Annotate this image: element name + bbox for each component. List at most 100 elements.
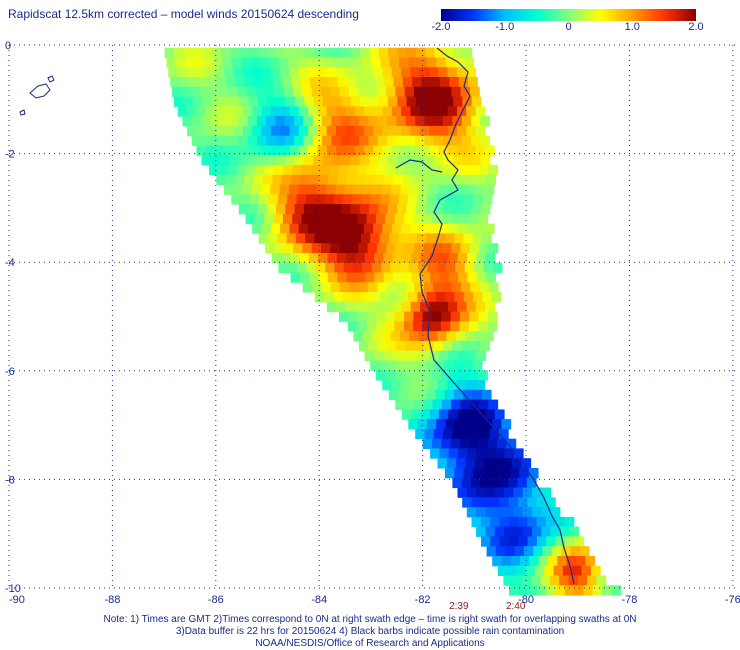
wind-cell <box>443 116 453 127</box>
wind-cell <box>494 409 505 420</box>
wind-cell <box>218 165 229 176</box>
wind-cell <box>268 194 279 205</box>
wind-cell <box>328 174 338 186</box>
wind-cell <box>207 77 218 88</box>
wind-cell <box>438 301 449 313</box>
wind-cell <box>392 253 403 264</box>
wind-cell <box>314 233 325 244</box>
wind-cell <box>509 536 519 547</box>
wind-cell <box>231 57 242 68</box>
wind-cell <box>422 321 433 332</box>
wind-cell <box>299 272 310 283</box>
wind-cell <box>527 536 538 547</box>
wind-cell <box>224 106 235 117</box>
wind-cell <box>420 350 431 361</box>
wind-cell <box>347 321 358 332</box>
wind-cell <box>401 223 411 234</box>
wind-cell <box>476 487 486 498</box>
wind-cell <box>413 165 424 176</box>
wind-cell <box>476 507 486 518</box>
wind-cell <box>257 155 268 166</box>
x-tick-label: -90 <box>9 594 25 606</box>
wind-cell <box>432 399 443 410</box>
wind-cell <box>484 223 495 234</box>
wind-cell <box>446 262 456 273</box>
wind-cell <box>315 57 326 68</box>
wind-cell <box>205 106 216 117</box>
wind-cell <box>442 86 452 98</box>
wind-cell <box>283 165 294 176</box>
wind-cell <box>348 311 359 322</box>
wind-cell <box>321 282 332 293</box>
wind-cell <box>358 86 368 98</box>
wind-cell <box>391 125 402 137</box>
wind-cell <box>394 321 405 332</box>
wind-cell <box>527 497 538 508</box>
wind-cell <box>400 331 410 342</box>
wind-cell <box>456 380 467 391</box>
wind-cell <box>353 262 363 273</box>
wind-cell <box>274 243 285 254</box>
wind-cell <box>424 428 435 440</box>
wind-cell <box>201 135 211 146</box>
wind-cell <box>246 86 257 98</box>
wind-cell <box>510 468 520 479</box>
wind-cell <box>433 282 443 293</box>
wind-cell <box>390 331 401 342</box>
wind-cell <box>284 116 295 127</box>
wind-cell <box>265 86 275 98</box>
wind-cell <box>168 67 179 78</box>
wind-cell <box>285 204 296 215</box>
wind-cell <box>504 526 514 537</box>
wind-cell <box>445 468 455 479</box>
wind-cell <box>354 145 365 156</box>
wind-cell <box>251 184 262 195</box>
wind-cell <box>312 135 323 146</box>
wind-cell <box>374 174 385 186</box>
wind-cell <box>404 311 414 322</box>
wind-cell <box>513 448 524 459</box>
wind-cell <box>541 526 552 537</box>
wind-cell <box>396 116 407 127</box>
wind-cell <box>467 448 478 459</box>
wind-cell <box>311 243 322 254</box>
wind-cell <box>402 253 412 264</box>
wind-cell <box>257 204 268 215</box>
wind-cell <box>266 155 277 166</box>
wind-cell <box>499 536 510 547</box>
x-tick-label: -84 <box>311 594 327 606</box>
wind-cell <box>240 57 251 68</box>
wind-cell <box>387 204 398 215</box>
wind-cell <box>499 516 510 528</box>
wind-cell <box>460 165 471 176</box>
wind-cell <box>435 233 446 244</box>
wind-cell <box>440 77 450 88</box>
wind-cell <box>196 125 207 137</box>
wind-cell <box>469 165 480 176</box>
wind-cell <box>313 96 324 107</box>
wind-cell <box>279 184 290 195</box>
wind-cell <box>355 253 366 264</box>
wind-cell <box>455 57 465 68</box>
wind-cell <box>413 321 423 332</box>
wind-cell <box>456 184 467 195</box>
wind-cell <box>458 448 468 459</box>
wind-cell <box>466 106 477 117</box>
wind-cell <box>373 301 384 313</box>
lat-lon-grid <box>8 44 738 589</box>
wind-cell <box>321 243 331 254</box>
wind-cell <box>333 194 344 205</box>
wind-cell <box>488 399 499 410</box>
wind-cell <box>336 253 347 264</box>
wind-cell <box>226 77 236 88</box>
wind-cell <box>487 438 498 449</box>
wind-cell <box>201 116 211 127</box>
wind-cell <box>522 575 532 586</box>
wind-cell <box>414 282 425 293</box>
wind-cell <box>457 125 467 137</box>
wind-cell <box>478 438 489 449</box>
wind-cell <box>383 272 394 283</box>
wind-cell <box>471 96 482 107</box>
wind-cell <box>566 556 577 567</box>
x-tick-label: -78 <box>621 594 637 606</box>
